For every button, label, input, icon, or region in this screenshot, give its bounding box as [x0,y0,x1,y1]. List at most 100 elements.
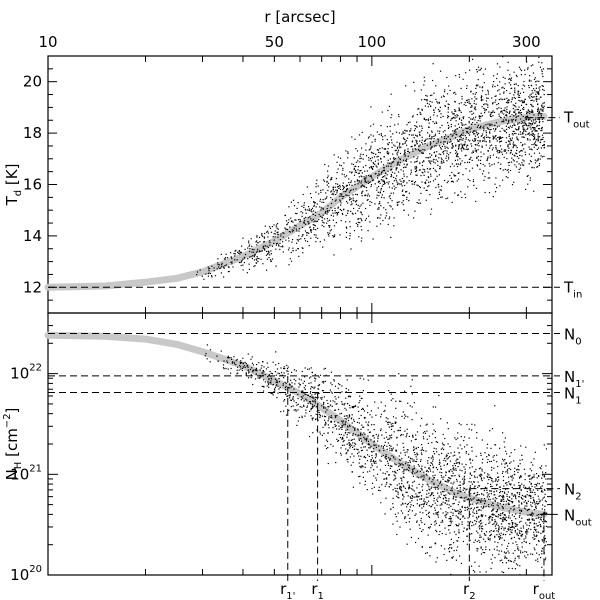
bottom-data-point [498,536,500,538]
bottom-data-point [450,538,452,540]
top-data-point [506,169,508,171]
top-data-point [383,169,386,171]
top-data-point [489,145,491,147]
top-data-point [510,139,513,142]
top-data-point [513,123,515,125]
top-data-point [454,192,456,194]
bottom-data-point [488,476,490,478]
top-data-point [462,116,464,118]
bottom-data-point [469,473,471,475]
top-data-point [469,180,471,182]
top-data-point [434,107,437,109]
bottom-data-point [516,544,518,546]
bottom-data-point [341,391,343,393]
top-data-point [365,175,367,177]
top-data-point [457,156,459,158]
top-data-point [329,230,331,232]
top-data-point [397,161,399,163]
bottom-data-point [362,408,364,410]
top-data-point [348,191,351,193]
top-data-point [297,240,299,242]
bottom-data-point [375,446,377,448]
bottom-data-point [478,499,480,501]
bottom-data-point [539,467,541,469]
bottom-data-point [534,483,536,485]
top-data-point [516,153,518,155]
top-data-point [213,270,215,272]
bottom-data-point [491,562,493,564]
bottom-data-point [462,489,464,491]
top-data-point [373,162,375,165]
bottom-data-point [363,378,365,380]
top-data-point [443,141,445,143]
top-data-point [448,103,450,106]
top-data-point [450,119,452,121]
top-data-point [322,189,324,191]
top-data-point [489,137,491,139]
bottom-data-point [544,489,546,491]
bottom-data-point [398,465,400,467]
bottom-data-point [338,383,340,385]
top-data-point [401,133,403,135]
bottom-data-point [463,497,465,499]
bottom-data-point [480,478,483,480]
top-data-point [500,137,502,139]
bottom-data-point [520,520,522,522]
top-data-point [446,93,449,95]
top-data-point [505,149,507,151]
top-data-point [535,98,537,100]
top-data-point [496,187,498,189]
top-data-point [487,93,489,95]
bottom-data-point [494,519,496,521]
bottom-data-point [450,475,452,477]
bottom-data-point [541,485,543,487]
top-data-point [421,152,423,154]
top-data-point [489,147,491,149]
top-data-point [485,141,487,143]
bottom-data-point [318,392,320,394]
top-data-point [438,110,440,113]
top-data-point [367,199,369,201]
top-data-point [380,189,382,191]
bottom-data-point [395,516,397,518]
bottom-data-point [524,551,526,553]
top-data-point [511,157,513,159]
bottom-data-point [404,451,406,454]
bottom-data-point [503,514,505,516]
bottom-data-point [346,379,348,381]
bottom-data-point [435,441,437,443]
top-data-point [451,111,453,113]
bottom-data-point [286,370,288,372]
top-data-point [231,261,233,263]
bottom-data-point [386,460,389,462]
top-data-point [526,61,528,63]
bottom-data-point [468,507,470,509]
top-data-point [477,124,479,126]
top-data-point [413,183,415,185]
top-data-point [518,66,521,68]
top-data-point [521,150,523,152]
bottom-data-point [486,489,488,491]
bottom-data-point [371,465,373,467]
bottom-data-point [533,499,535,501]
bottom-data-point [485,515,487,517]
top-data-point [500,110,502,112]
top-data-point [533,119,535,121]
bottom-data-point [387,422,389,424]
bottom-data-point [536,500,538,503]
bottom-data-point [341,444,343,446]
bottom-data-point [436,499,438,501]
bottom-data-point [514,505,516,507]
bottom-data-point [457,510,459,512]
bottom-data-point [230,367,232,370]
bottom-data-point [350,464,352,466]
bottom-data-point [503,539,505,541]
top-data-point [509,169,512,172]
top-data-point [354,212,357,214]
top-data-point [468,120,470,123]
top-data-point [426,144,428,146]
bottom-data-point [394,458,396,460]
top-data-point [439,106,441,108]
top-data-point [519,150,522,152]
top-data-point [524,122,527,125]
